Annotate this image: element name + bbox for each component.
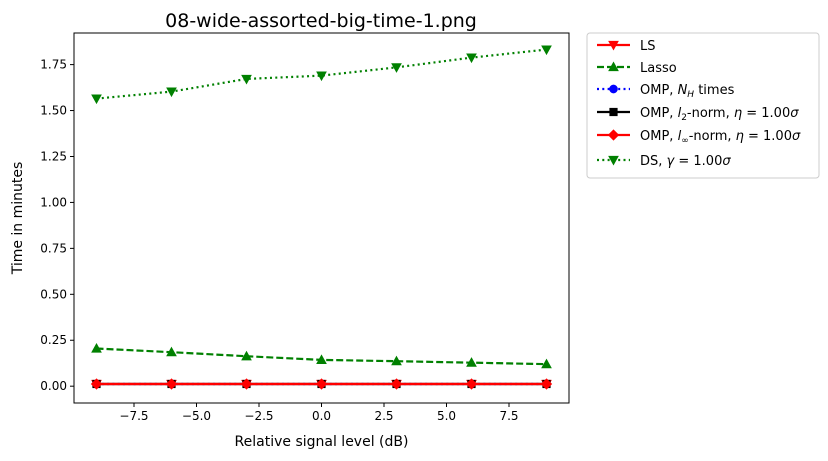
legend-label-ds: DS, γ = 1.00σ (640, 154, 731, 169)
x-axis-ticks: −7.5 −5.0 −2.5 0.0 2.5 5.0 7.5 (119, 403, 518, 423)
x-tick-label: 7.5 (499, 409, 518, 423)
x-tick-label: 5.0 (437, 409, 456, 423)
legend: LS Lasso OMP, NH times OMP, l2-norm, η =… (587, 33, 819, 178)
y-tick-label: 1.25 (40, 149, 67, 163)
y-tick-label: 1.00 (40, 195, 67, 209)
x-tick-label: 0.0 (312, 409, 331, 423)
legend-label-omp-l2: OMP, l2-norm, η = 1.00σ (640, 106, 799, 123)
y-tick-label: 0.50 (40, 287, 67, 301)
legend-label-ls: LS (640, 39, 656, 54)
plot-area (74, 33, 569, 403)
x-tick-label: −7.5 (119, 409, 148, 423)
y-tick-label: 0.25 (40, 333, 67, 347)
legend-label-omp-linf: OMP, l∞-norm, η = 1.00σ (640, 129, 801, 146)
chart-title: 08-wide-assorted-big-time-1.png (165, 10, 477, 32)
y-tick-label: 0.00 (40, 379, 67, 393)
x-tick-label: −5.0 (182, 409, 211, 423)
y-axis-label: Time in minutes (10, 162, 26, 276)
legend-marker-3 (610, 108, 617, 115)
y-axis-ticks: 0.00 0.25 0.50 0.75 1.00 1.25 1.50 1.75 (40, 58, 74, 394)
y-tick-label: 1.50 (40, 104, 67, 118)
x-tick-label: −2.5 (244, 409, 273, 423)
y-tick-label: 0.75 (40, 241, 67, 255)
legend-label-omp-nh: OMP, NH times (640, 83, 735, 100)
legend-label-lasso: Lasso (640, 61, 677, 76)
legend-marker-2 (610, 85, 618, 93)
y-tick-label: 1.75 (40, 58, 67, 72)
x-axis-label: Relative signal level (dB) (235, 434, 409, 450)
x-tick-label: 2.5 (374, 409, 393, 423)
